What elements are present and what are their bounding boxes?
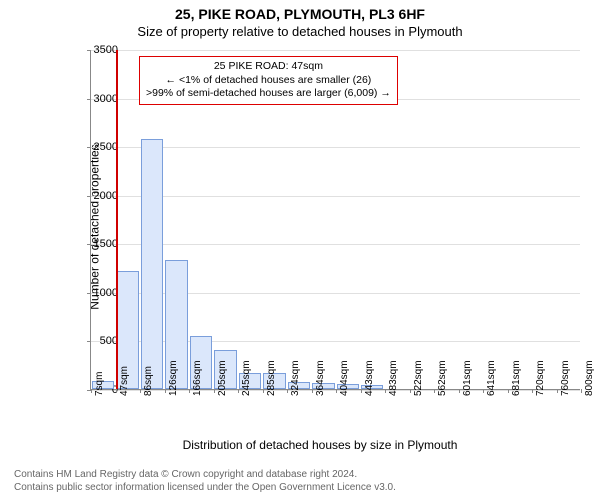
x-tick	[189, 389, 190, 393]
x-tick	[287, 389, 288, 393]
x-tick	[508, 389, 509, 393]
marker-annotation: 25 PIKE ROAD: 47sqm ← <1% of detached ho…	[139, 56, 398, 105]
x-tick-label: 562sqm	[437, 360, 448, 396]
annotation-line: ← <1% of detached houses are smaller (26…	[146, 74, 391, 88]
histogram-chart: Number of detached properties 0500100015…	[60, 50, 580, 430]
x-tick-label: 720sqm	[535, 360, 546, 396]
x-tick	[483, 389, 484, 393]
plot-area: 05001000150020002500300035007sqm47sqm86s…	[90, 50, 580, 390]
x-tick	[140, 389, 141, 393]
x-tick-label: 443sqm	[364, 360, 375, 396]
x-tick-label: 245sqm	[241, 360, 252, 396]
x-tick	[263, 389, 264, 393]
footer-line: Contains HM Land Registry data © Crown c…	[14, 468, 396, 481]
x-tick-label: 522sqm	[413, 360, 424, 396]
bar	[141, 139, 163, 389]
x-axis-label: Distribution of detached houses by size …	[60, 438, 580, 452]
x-tick-label: 760sqm	[560, 360, 571, 396]
footer-attribution: Contains HM Land Registry data © Crown c…	[14, 468, 396, 494]
x-tick-label: 166sqm	[192, 360, 203, 396]
x-tick-label: 324sqm	[290, 360, 301, 396]
x-tick-label: 205sqm	[217, 360, 228, 396]
x-tick-label: 483sqm	[388, 360, 399, 396]
x-tick	[214, 389, 215, 393]
marker-vline	[116, 50, 118, 389]
x-tick	[557, 389, 558, 393]
annotation-line: 25 PIKE ROAD: 47sqm	[146, 60, 391, 74]
x-tick-label: 681sqm	[511, 360, 522, 396]
x-tick	[410, 389, 411, 393]
x-tick-label: 641sqm	[486, 360, 497, 396]
x-tick-label: 86sqm	[143, 366, 154, 396]
page-title: 25, PIKE ROAD, PLYMOUTH, PL3 6HF	[0, 0, 600, 22]
page-subtitle: Size of property relative to detached ho…	[0, 22, 600, 43]
x-tick	[361, 389, 362, 393]
x-tick-label: 126sqm	[168, 360, 179, 396]
footer-line: Contains public sector information licen…	[14, 481, 396, 494]
x-tick	[385, 389, 386, 393]
x-tick-label: 404sqm	[339, 360, 350, 396]
x-tick-label: 364sqm	[315, 360, 326, 396]
x-tick-label: 285sqm	[266, 360, 277, 396]
x-tick	[312, 389, 313, 393]
x-tick	[459, 389, 460, 393]
annotation-line: >99% of semi-detached houses are larger …	[146, 87, 391, 101]
x-tick	[238, 389, 239, 393]
x-tick-label: 47sqm	[119, 366, 130, 396]
x-tick-label: 601sqm	[462, 360, 473, 396]
x-tick	[165, 389, 166, 393]
x-tick	[116, 389, 117, 393]
x-tick	[434, 389, 435, 393]
x-tick-label: 800sqm	[584, 360, 595, 396]
x-tick	[532, 389, 533, 393]
x-tick-label: 7sqm	[94, 372, 105, 396]
x-tick	[91, 389, 92, 393]
x-tick	[581, 389, 582, 393]
x-tick	[336, 389, 337, 393]
